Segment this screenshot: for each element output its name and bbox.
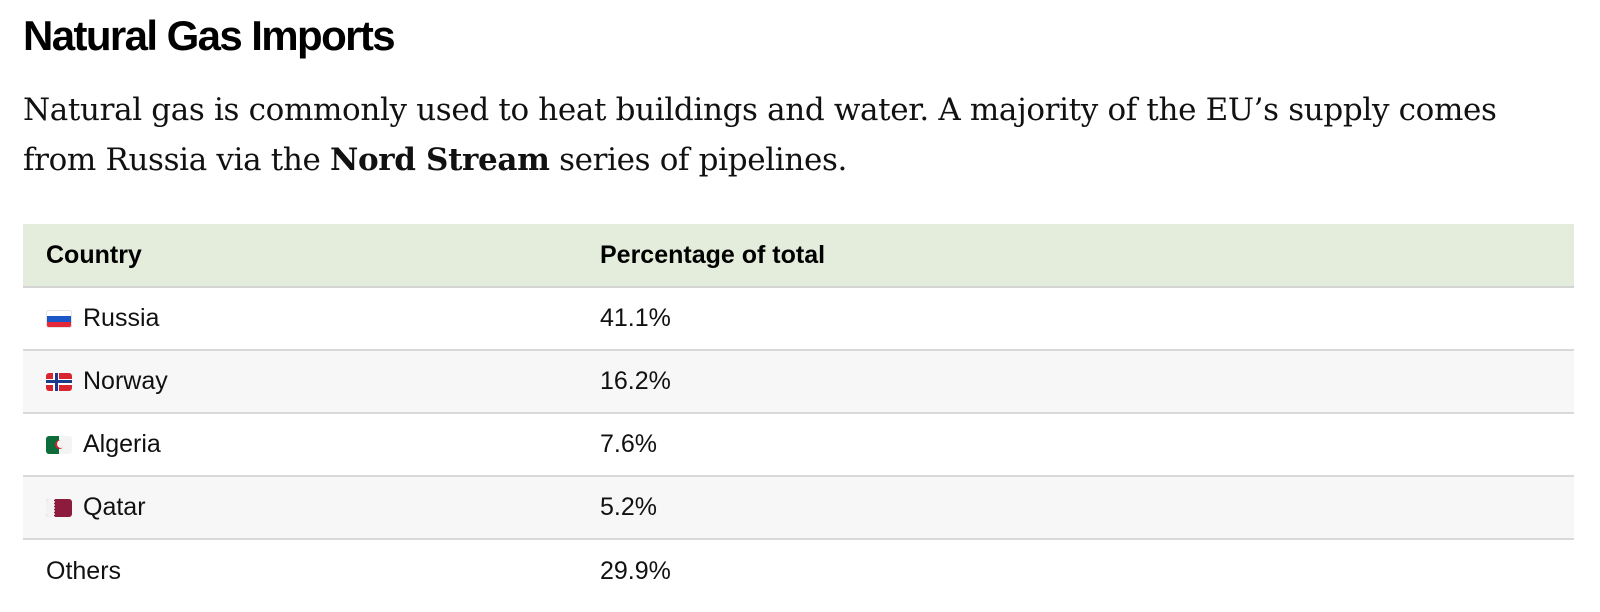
- percentage-cell: 5.2%: [577, 476, 1574, 540]
- table-row: Others 29.9%: [23, 539, 1574, 602]
- intro-highlight: Nord Stream: [329, 142, 550, 178]
- column-header-country: Country: [23, 224, 577, 288]
- russia-flag-icon: [46, 309, 72, 328]
- country-name: Norway: [83, 367, 168, 395]
- country-cell: Norway: [23, 350, 577, 414]
- intro-paragraph: Natural gas is commonly used to heat bui…: [23, 85, 1574, 185]
- qatar-flag-icon: [46, 498, 72, 517]
- country-name: Qatar: [83, 493, 146, 521]
- country-cell: Algeria: [23, 413, 577, 477]
- intro-text-start: Natural gas is commonly used to heat bui…: [23, 92, 1497, 178]
- country-cell: Russia: [23, 287, 577, 351]
- norway-flag-icon: [46, 372, 72, 391]
- column-header-percentage: Percentage of total: [577, 224, 1574, 288]
- table-header: Country Percentage of total: [23, 224, 1574, 288]
- page-title: Natural Gas Imports: [23, 12, 396, 59]
- percentage-cell: 16.2%: [577, 350, 1574, 414]
- algeria-flag-icon: [46, 435, 72, 454]
- intro-text-end: series of pipelines.: [549, 142, 848, 178]
- country-cell: Qatar: [23, 476, 577, 540]
- gas-imports-table: Country Percentage of total Russia 41.1%: [23, 224, 1574, 602]
- table-row: Qatar 5.2%: [23, 476, 1574, 540]
- table-header-row: Country Percentage of total: [23, 224, 1574, 288]
- country-name: Algeria: [83, 430, 161, 458]
- table-row: Norway 16.2%: [23, 350, 1574, 414]
- country-cell: Others: [23, 539, 577, 602]
- table-row: Algeria 7.6%: [23, 413, 1574, 477]
- table-body: Russia 41.1% Norway 16.2%: [23, 287, 1574, 602]
- percentage-cell: 29.9%: [600, 556, 671, 585]
- table-row: Russia 41.1%: [23, 287, 1574, 351]
- country-name: Russia: [83, 304, 160, 332]
- percentage-cell: 41.1%: [577, 287, 1574, 351]
- country-name: Others: [46, 556, 122, 585]
- percentage-cell: 7.6%: [577, 413, 1574, 477]
